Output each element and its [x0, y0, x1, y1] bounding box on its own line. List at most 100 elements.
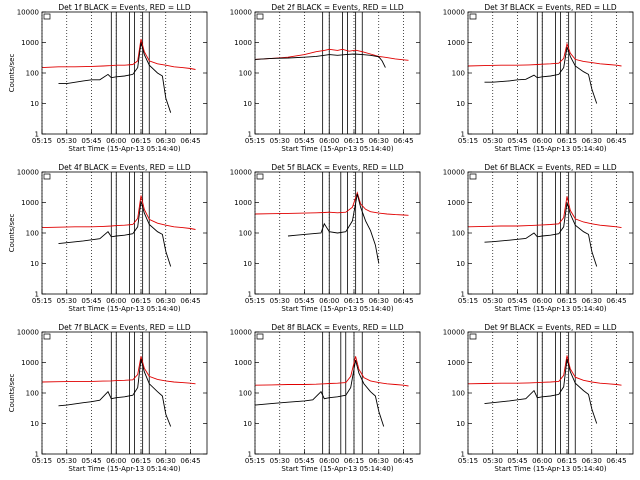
y-tick-label: 10 [456, 100, 465, 108]
x-tick-label: 06:45 [180, 297, 200, 305]
x-tick-label: 06:00 [532, 297, 552, 305]
y-tick-label: 10 [30, 260, 39, 268]
x-tick-label: 06:00 [106, 457, 126, 465]
x-tick-label: 05:15 [458, 297, 478, 305]
x-tick-label: 05:30 [57, 137, 77, 145]
x-tick-label: 06:45 [606, 137, 626, 145]
y-tick-label: 10000 [443, 9, 465, 17]
y-tick-label: 10000 [17, 9, 39, 17]
x-tick-label: 05:30 [270, 457, 290, 465]
x-tick-label: 06:45 [606, 297, 626, 305]
y-tick-label: 100 [452, 70, 465, 78]
series-line-events [287, 193, 380, 264]
chart-title: Det 2f BLACK = Events, RED = LLD [271, 3, 404, 12]
y-tick-label: 1 [35, 451, 39, 459]
x-tick-label: 05:30 [57, 297, 77, 305]
x-tick-label: 06:45 [180, 137, 200, 145]
y-tick-label: 10000 [230, 169, 252, 177]
y-tick-label: 1 [35, 131, 39, 139]
x-tick-label: 06:30 [156, 137, 176, 145]
x-tick-label: 06:30 [156, 457, 176, 465]
series-line-lld [254, 48, 409, 61]
series-line-events [254, 359, 385, 427]
x-tick-label: 05:15 [458, 457, 478, 465]
x-tick-label: 05:45 [507, 137, 527, 145]
y-tick-label: 10000 [230, 329, 252, 337]
chart-panel-7: 1 10 100 1000 10000 05:15 05:30 05:45 06:00 06:15… [8, 323, 208, 473]
series-line-lld [41, 38, 196, 70]
series-line-lld [41, 195, 196, 230]
x-tick-label: 05:15 [32, 297, 52, 305]
series-line-events [58, 201, 172, 267]
y-tick-label: 10 [456, 420, 465, 428]
series-line-lld [467, 355, 622, 386]
y-tick-label: 1 [248, 131, 252, 139]
x-tick-label: 06:45 [180, 457, 200, 465]
x-tick-label: 06:00 [106, 297, 126, 305]
y-tick-label: 1000 [21, 359, 39, 367]
chart-title: Det 9f BLACK = Events, RED = LLD [484, 323, 617, 332]
y-tick-label: 100 [239, 390, 252, 398]
x-axis-label: Start Time (15-Apr-13 05:14:40) [281, 145, 393, 153]
y-tick-label: 1000 [21, 199, 39, 207]
chart-panel-5: 1 10 100 1000 10000 05:15 05:30 05:45 06:00 06:15… [230, 163, 421, 313]
chart-title: Det 4f BLACK = Events, RED = LLD [58, 163, 191, 172]
y-tick-label: 10 [30, 420, 39, 428]
x-tick-label: 06:30 [582, 457, 602, 465]
y-tick-label: 10 [243, 260, 252, 268]
y-tick-label: 10 [456, 260, 465, 268]
x-tick-label: 05:15 [32, 137, 52, 145]
y-axis-label: Counts/sec [8, 214, 16, 253]
x-axis-label: Start Time (15-Apr-13 05:14:40) [494, 305, 606, 313]
y-tick-label: 10000 [443, 329, 465, 337]
y-tick-label: 1000 [447, 39, 465, 47]
x-tick-label: 05:45 [294, 137, 314, 145]
y-tick-label: 1000 [447, 359, 465, 367]
x-tick-label: 05:45 [81, 457, 101, 465]
y-tick-label: 100 [26, 70, 39, 78]
x-axis-label: Start Time (15-Apr-13 05:14:40) [281, 305, 393, 313]
legend-box-icon [256, 173, 264, 180]
x-tick-label: 06:15 [344, 137, 364, 145]
x-tick-label: 06:15 [131, 137, 151, 145]
x-tick-label: 06:45 [606, 457, 626, 465]
y-tick-label: 1 [35, 291, 39, 299]
x-tick-label: 06:00 [319, 137, 339, 145]
x-tick-label: 05:15 [245, 297, 265, 305]
x-tick-label: 06:15 [131, 457, 151, 465]
x-tick-label: 06:15 [131, 297, 151, 305]
y-tick-label: 100 [452, 230, 465, 238]
y-tick-label: 1000 [234, 39, 252, 47]
x-tick-label: 06:15 [344, 297, 364, 305]
x-tick-label: 06:30 [156, 297, 176, 305]
legend-box-icon [43, 13, 51, 20]
x-tick-label: 05:15 [32, 457, 52, 465]
x-tick-label: 06:30 [582, 297, 602, 305]
x-tick-label: 06:15 [344, 457, 364, 465]
x-tick-label: 05:30 [483, 297, 503, 305]
x-tick-label: 06:00 [319, 297, 339, 305]
y-tick-label: 100 [26, 230, 39, 238]
legend-box-icon [43, 333, 51, 340]
x-tick-label: 06:30 [369, 137, 389, 145]
y-tick-label: 1 [248, 291, 252, 299]
x-axis-label: Start Time (15-Apr-13 05:14:40) [68, 465, 180, 473]
y-tick-label: 1 [461, 131, 465, 139]
legend-box-icon [256, 13, 264, 20]
series-line-lld [254, 191, 409, 216]
x-tick-label: 06:00 [319, 457, 339, 465]
x-tick-label: 05:30 [483, 137, 503, 145]
chart-title: Det 3f BLACK = Events, RED = LLD [484, 3, 617, 12]
series-line-events [484, 202, 598, 267]
y-tick-label: 10 [30, 100, 39, 108]
y-tick-label: 100 [26, 390, 39, 398]
legend-box-icon [469, 333, 477, 340]
x-tick-label: 05:15 [245, 457, 265, 465]
x-tick-label: 06:45 [393, 137, 413, 145]
y-tick-label: 10000 [17, 329, 39, 337]
y-tick-label: 1000 [234, 199, 252, 207]
chart-panel-4: 1 10 100 1000 10000 05:15 05:30 05:45 06:00 06:15… [8, 163, 208, 313]
y-tick-label: 1 [461, 291, 465, 299]
y-tick-label: 1000 [447, 199, 465, 207]
chart-panel-1: 1 10 100 1000 10000 05:15 05:30 05:45 06:00 06:15… [8, 3, 208, 153]
